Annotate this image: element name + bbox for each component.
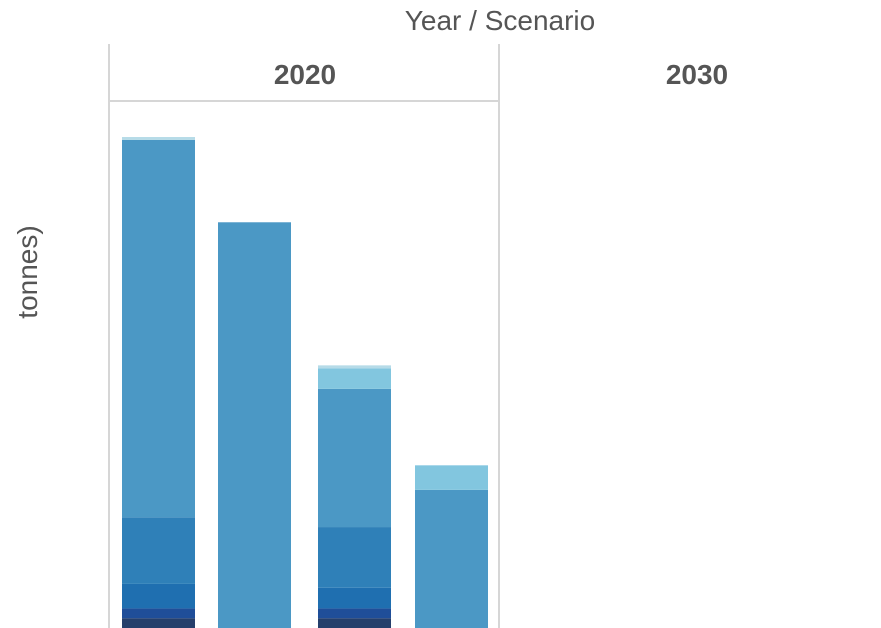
bar-3-segment-4 (318, 527, 391, 588)
bar-1-segment-1 (122, 618, 195, 628)
y-axis-label: tonnes) (12, 225, 43, 318)
bar-3-segment-1 (318, 618, 391, 628)
bar-3-segment-5 (318, 388, 391, 528)
bar-4-segment-6 (415, 465, 488, 490)
bar-4-segment-5 (415, 489, 488, 628)
bar-3-segment-2 (318, 608, 391, 619)
bar-group (122, 137, 488, 628)
bar-1-segment-5 (122, 139, 195, 518)
bar-1-segment-7 (122, 137, 195, 140)
bar-1-segment-4 (122, 517, 195, 584)
chart-title: Year / Scenario (405, 5, 595, 36)
facet-label-2030: 2030 (666, 59, 728, 90)
bar-3-segment-7 (318, 365, 391, 369)
bar-3-segment-3 (318, 587, 391, 609)
bar-2-segment-5 (218, 222, 291, 628)
bar-1-segment-2 (122, 608, 195, 619)
facet-label-2020: 2020 (274, 59, 336, 90)
bar-1-segment-3 (122, 583, 195, 609)
bar-3-segment-6 (318, 368, 391, 389)
